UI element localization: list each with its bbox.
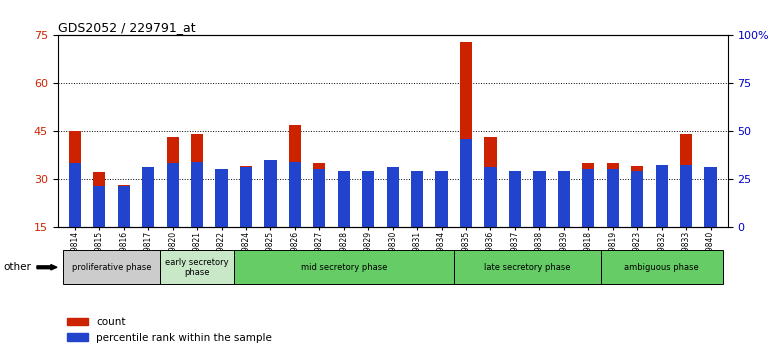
- Bar: [142, 167, 154, 227]
- Text: other: other: [4, 262, 32, 272]
- Bar: [582, 169, 594, 227]
- Bar: [338, 171, 350, 227]
- Bar: [454, 250, 601, 284]
- Bar: [234, 250, 454, 284]
- Bar: [216, 172, 228, 227]
- Bar: [142, 172, 154, 227]
- Bar: [93, 172, 105, 227]
- Bar: [93, 187, 105, 227]
- Bar: [557, 172, 570, 227]
- Bar: [460, 139, 472, 227]
- Bar: [460, 42, 472, 227]
- Bar: [582, 163, 594, 227]
- Bar: [166, 137, 179, 227]
- Bar: [69, 131, 81, 227]
- Bar: [191, 134, 203, 227]
- Bar: [411, 172, 424, 227]
- Bar: [289, 161, 301, 227]
- Bar: [118, 187, 130, 227]
- Bar: [705, 167, 717, 227]
- Text: GDS2052 / 229791_at: GDS2052 / 229791_at: [58, 21, 196, 34]
- Text: mid secretory phase: mid secretory phase: [300, 263, 387, 272]
- Bar: [631, 166, 643, 227]
- Bar: [436, 172, 447, 227]
- Bar: [534, 171, 545, 227]
- Text: ambiguous phase: ambiguous phase: [624, 263, 699, 272]
- Bar: [313, 169, 326, 227]
- Bar: [607, 169, 619, 227]
- Bar: [160, 250, 234, 284]
- Bar: [289, 125, 301, 227]
- Bar: [607, 163, 619, 227]
- Bar: [313, 163, 326, 227]
- Bar: [387, 172, 399, 227]
- Bar: [484, 167, 497, 227]
- Bar: [362, 172, 374, 227]
- Bar: [411, 171, 424, 227]
- Bar: [484, 137, 497, 227]
- Text: early secretory
phase: early secretory phase: [166, 258, 229, 277]
- Bar: [436, 171, 447, 227]
- Bar: [338, 172, 350, 227]
- Bar: [705, 176, 717, 227]
- Bar: [509, 171, 521, 227]
- Bar: [601, 250, 723, 284]
- Bar: [655, 165, 668, 227]
- Bar: [216, 169, 228, 227]
- Bar: [631, 171, 643, 227]
- Bar: [387, 167, 399, 227]
- Bar: [264, 160, 276, 227]
- Bar: [69, 164, 81, 227]
- Bar: [534, 172, 545, 227]
- Bar: [362, 171, 374, 227]
- Text: late secretory phase: late secretory phase: [484, 263, 571, 272]
- Bar: [680, 165, 692, 227]
- Bar: [166, 164, 179, 227]
- Bar: [509, 172, 521, 227]
- Bar: [191, 161, 203, 227]
- Bar: [118, 185, 130, 227]
- Bar: [62, 250, 160, 284]
- Legend: count, percentile rank within the sample: count, percentile rank within the sample: [63, 313, 276, 347]
- Bar: [240, 167, 252, 227]
- Bar: [680, 134, 692, 227]
- Bar: [655, 166, 668, 227]
- Text: proliferative phase: proliferative phase: [72, 263, 151, 272]
- Bar: [264, 166, 276, 227]
- Bar: [557, 171, 570, 227]
- Bar: [240, 166, 252, 227]
